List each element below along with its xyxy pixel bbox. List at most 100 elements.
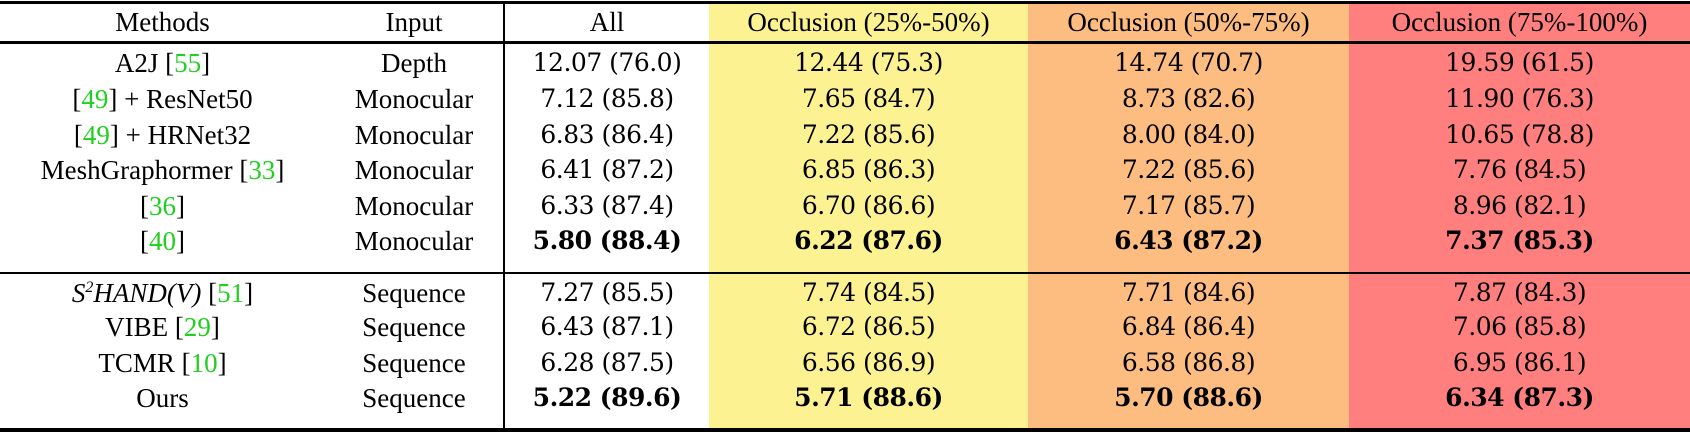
table-row: [40] Monocular 5.80 (88.4) 6.22 (87.6) 6.43 … [0, 222, 1690, 260]
method-name-suffix: ] + ResNet50 [108, 84, 253, 114]
cell-all: 6.41 (87.2) [540, 155, 674, 184]
cell-method: S2HAND(V) [51] [0, 274, 325, 312]
method-name: [ [140, 191, 149, 221]
method-name-suffix: ] [275, 155, 285, 185]
cell-occlusion-75-100: 10.65 (78.8) [1445, 120, 1594, 149]
cell-occlusion-75-100: 7.37 (85.3) [1445, 226, 1594, 255]
table-row: [49] + HRNet32 Monocular 6.83 (86.4) 7.22 (… [0, 116, 1690, 154]
cell-occlusion-25-50: 6.70 (86.6) [801, 191, 936, 220]
cell-occlusion-50-75: 6.43 (87.2) [1114, 226, 1263, 255]
cell-occlusion-25-50: 6.85 (86.3) [801, 155, 936, 184]
citation-link[interactable]: 55 [174, 48, 202, 78]
citation-link[interactable]: 33 [248, 155, 276, 185]
cell-all: 5.22 (89.6) [532, 383, 682, 412]
cell-input: Sequence [362, 348, 466, 378]
cell-occlusion-50-75: 7.71 (84.6) [1121, 278, 1256, 307]
cell-occlusion-25-50: 5.71 (88.6) [794, 383, 943, 412]
cell-input: Sequence [362, 278, 466, 308]
method-name: [ [140, 226, 149, 256]
cell-occlusion-25-50: 6.72 (86.5) [801, 312, 936, 341]
cell-method: VIBE [29] [0, 308, 325, 346]
top-rule [0, 1, 1690, 4]
header-occlusion-50-75: Occlusion (50%-75%) [1067, 7, 1310, 37]
method-name: MeshGraphormer [ [40, 155, 249, 185]
method-name-suffix: ] [201, 48, 211, 78]
cell-all: 7.27 (85.5) [540, 278, 674, 307]
cell-input: Monocular [354, 155, 474, 185]
band-occlusion-25-50 [709, 4, 1028, 429]
table-row: A2J [55] Depth 12.07 (76.0) 12.44 (75.3) 14.… [0, 44, 1690, 82]
table-row: MeshGraphormer [33] Monocular 6.41 (87.2) 6… [0, 151, 1690, 189]
cell-occlusion-50-75: 5.70 (88.6) [1114, 383, 1263, 412]
column-divider [503, 4, 505, 429]
cell-input: Sequence [362, 312, 466, 342]
cell-occlusion-50-75: 8.73 (82.6) [1121, 84, 1256, 113]
method-name: TCMR [ [98, 348, 191, 378]
cell-input: Monocular [354, 120, 474, 150]
citation-link[interactable]: 36 [149, 191, 176, 221]
cell-occlusion-75-100: 19.59 (61.5) [1445, 48, 1594, 77]
cell-occlusion-25-50: 6.56 (86.9) [801, 348, 936, 377]
citation-link[interactable]: 49 [82, 120, 110, 150]
citation-link[interactable]: 40 [149, 226, 176, 256]
cell-occlusion-75-100: 6.34 (87.3) [1445, 383, 1594, 412]
citation-link[interactable]: 51 [217, 278, 245, 308]
band-occlusion-75-100 [1349, 4, 1690, 429]
method-name: VIBE [ [105, 312, 184, 342]
header-rule [0, 41, 1690, 44]
method-name: Ours [136, 383, 189, 413]
header-row: Methods Input All Occlusion (25%-50%) Oc… [0, 3, 1690, 41]
table-row: VIBE [29] Sequence 6.43 (87.1) 6.72 (86.5) 6… [0, 308, 1690, 346]
cell-method: [49] + ResNet50 [0, 80, 325, 118]
citation-link[interactable]: 29 [183, 312, 211, 342]
cell-occlusion-50-75: 7.22 (85.6) [1121, 155, 1256, 184]
cell-all: 6.43 (87.1) [540, 312, 674, 341]
cell-method: [40] [0, 222, 325, 260]
table-row: S2HAND(V) [51] Sequence 7.27 (85.5) 7.74 (8… [0, 274, 1690, 312]
cell-occlusion-50-75: 7.17 (85.7) [1121, 191, 1256, 220]
cell-occlusion-75-100: 6.95 (86.1) [1452, 348, 1587, 377]
citation-link[interactable]: 49 [81, 84, 109, 114]
cell-occlusion-50-75: 6.84 (86.4) [1121, 312, 1256, 341]
method-name-suffix: ] [176, 191, 185, 221]
table-row: TCMR [10] Sequence 6.28 (87.5) 6.56 (86.9) 6… [0, 344, 1690, 382]
header-all: All [589, 7, 625, 37]
citation-link[interactable]: 10 [190, 348, 218, 378]
cell-occlusion-75-100: 11.90 (76.3) [1445, 84, 1594, 113]
cell-all: 6.33 (87.4) [540, 191, 674, 220]
cell-input: Monocular [354, 84, 474, 114]
cell-method: Ours [0, 379, 325, 417]
cell-all: 6.83 (86.4) [540, 120, 674, 149]
cell-input: Monocular [354, 191, 474, 221]
table-row: [49] + ResNet50 Monocular 7.12 (85.8) 7.65 … [0, 80, 1690, 118]
band-occlusion-50-75 [1028, 4, 1349, 429]
cell-occlusion-75-100: 7.87 (84.3) [1452, 278, 1587, 307]
method-name-suffix: ] [217, 348, 227, 378]
method-name-suffix: ] [176, 226, 185, 256]
cell-occlusion-50-75: 14.74 (70.7) [1114, 48, 1263, 77]
cell-method: TCMR [10] [0, 344, 325, 382]
cell-occlusion-25-50: 6.22 (87.6) [794, 226, 943, 255]
cell-method: MeshGraphormer [33] [0, 151, 325, 189]
bottom-rule [0, 428, 1690, 432]
header-methods: Methods [115, 7, 210, 37]
cell-method: [49] + HRNet32 [0, 116, 325, 154]
header-occlusion-25-50: Occlusion (25%-50%) [747, 7, 990, 37]
method-name-suffix: ] [210, 312, 220, 342]
cell-all: 5.80 (88.4) [532, 226, 682, 255]
cell-input: Sequence [362, 383, 466, 413]
cell-all: 6.28 (87.5) [540, 348, 674, 377]
cell-input: Depth [381, 48, 447, 78]
cell-input: Monocular [354, 226, 474, 256]
cell-occlusion-25-50: 7.65 (84.7) [801, 84, 936, 113]
method-name: [ [73, 120, 83, 150]
method-name-suffix: ] + HRNet32 [109, 120, 252, 150]
method-name: A2J [ [114, 48, 175, 78]
group-divider-rule [0, 272, 1690, 274]
cell-all: 12.07 (76.0) [532, 48, 682, 77]
cell-occlusion-25-50: 7.74 (84.5) [801, 278, 936, 307]
cell-occlusion-25-50: 7.22 (85.6) [801, 120, 936, 149]
method-math: S2HAND(V) [71, 278, 202, 308]
table-row: Ours Sequence 5.22 (89.6) 5.71 (88.6) 5.70 (… [0, 379, 1690, 417]
